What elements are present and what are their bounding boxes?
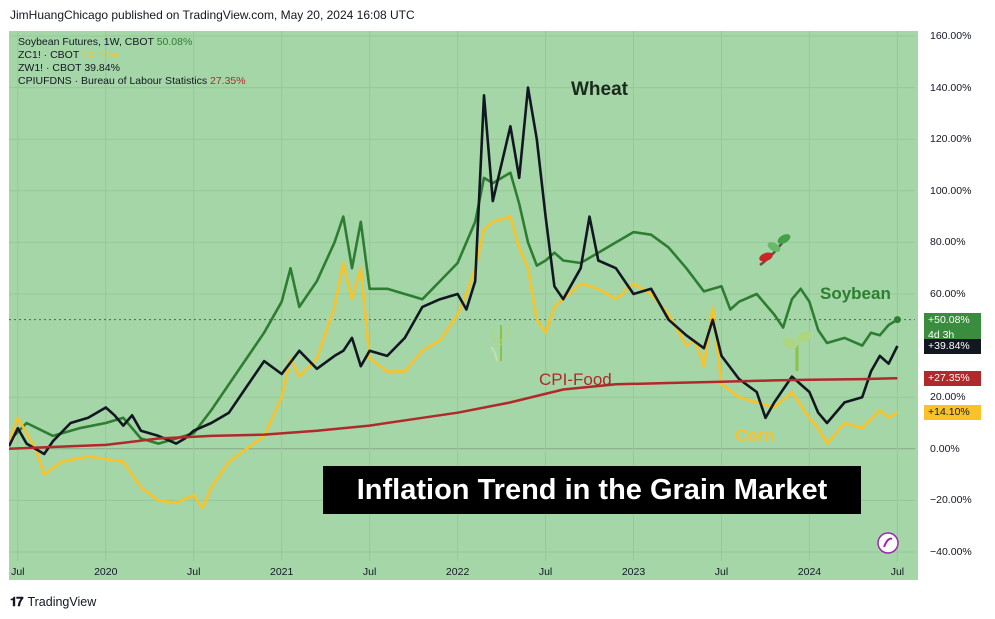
y-tick-label: 0.00% <box>930 442 960 455</box>
sprout-icon <box>782 331 812 371</box>
series-line-3 <box>8 376 898 451</box>
corn-icon <box>877 532 899 554</box>
publisher-line: JimHuangChicago published on TradingView… <box>10 8 415 22</box>
title-banner: Inflation Trend in the Grain Market <box>323 466 861 514</box>
price-tag: +39.84% <box>924 339 981 354</box>
price-tag-line: +39.84% <box>928 340 970 352</box>
legend-label: Soybean Futures, 1W, CBOT <box>18 36 157 48</box>
legend-label: CPIUFDNS · Bureau of Labour Statistics <box>18 75 210 87</box>
y-tick-label: −40.00% <box>930 546 972 558</box>
x-tick-label: 2021 <box>270 566 294 578</box>
series-line-2 <box>7 86 899 456</box>
legend: Soybean Futures, 1W, CBOT 50.08% ZC1! · C… <box>18 36 246 88</box>
x-tick-label: 2020 <box>94 566 118 578</box>
x-tick-label: 2023 <box>622 566 646 578</box>
soybean-annotation: Soybean <box>820 284 891 303</box>
series-line-0 <box>8 171 899 445</box>
y-tick-label: 20.00% <box>930 391 966 404</box>
x-tick-label: Jul <box>891 566 904 578</box>
price-tag-line: 4d 3h <box>928 328 955 341</box>
y-tick-label: 120.00% <box>930 133 972 146</box>
legend-entry[interactable]: ZW1! · CBOT 39.84% <box>18 62 246 75</box>
legend-label: ZC1! · CBOT <box>18 49 82 61</box>
x-tick-label: Jul <box>539 566 552 578</box>
price-tag-line: +27.35% <box>928 372 970 385</box>
x-tick-label: Jul <box>715 566 728 578</box>
legend-entry[interactable]: ZC1! · CBOT 14.10% <box>18 49 246 62</box>
series-line-1 <box>7 215 899 510</box>
y-tick-label: 140.00% <box>930 81 972 94</box>
x-tick-label: Jul <box>11 566 24 578</box>
legend-value: 27.35% <box>210 75 246 87</box>
x-tick-label: Jul <box>363 566 376 578</box>
plant-icon-leaves <box>759 234 791 267</box>
y-tick-label: 160.00% <box>930 30 972 42</box>
brand-text: TradingView <box>27 595 97 609</box>
legend-entry[interactable]: CPIUFDNS · Bureau of Labour Statistics 2… <box>18 75 246 88</box>
x-tick-label: 2024 <box>798 566 822 578</box>
legend-value: 14.10% <box>81 49 118 61</box>
x-tick-label: Jul <box>187 566 200 578</box>
y-tick-label: 100.00% <box>930 184 972 197</box>
price-tag-line: +14.10% <box>928 406 970 419</box>
legend-value: 50.08% <box>156 36 193 48</box>
price-tag: +27.35% <box>924 371 981 387</box>
x-axis-strip <box>9 561 918 580</box>
soybean-endpoint-dot <box>893 316 901 324</box>
x-axis: Jul 2020 Jul 2021 Jul 2022 Jul 2023 Jul 2024 Jul <box>9 561 918 580</box>
price-tag: +14.10% <box>924 405 981 421</box>
y-tick-label: −20.00% <box>930 494 972 507</box>
legend-value: 39.84% <box>84 62 120 74</box>
y-tick-label: 60.00% <box>930 288 966 300</box>
wheat-annotation: Wheat <box>571 79 628 100</box>
y-tick-label: 80.00% <box>930 236 966 249</box>
price-tag-line: +50.08% <box>928 313 970 326</box>
legend-label: ZW1! · CBOT <box>18 62 85 74</box>
corn-annotation: Corn <box>735 426 775 445</box>
tradingview-logo-icon: 𝟏𝟕 <box>10 594 24 609</box>
series-lines <box>7 86 901 510</box>
cpi-food-annotation: CPI-Food <box>539 370 612 389</box>
price-tag: +50.08% 4d 3h <box>924 312 981 343</box>
x-tick-label: 2022 <box>446 566 470 578</box>
tradingview-brand[interactable]: 𝟏𝟕 TradingView <box>10 594 96 610</box>
wheat-icon <box>490 324 511 362</box>
legend-entry[interactable]: Soybean Futures, 1W, CBOT 50.08% <box>18 36 246 49</box>
